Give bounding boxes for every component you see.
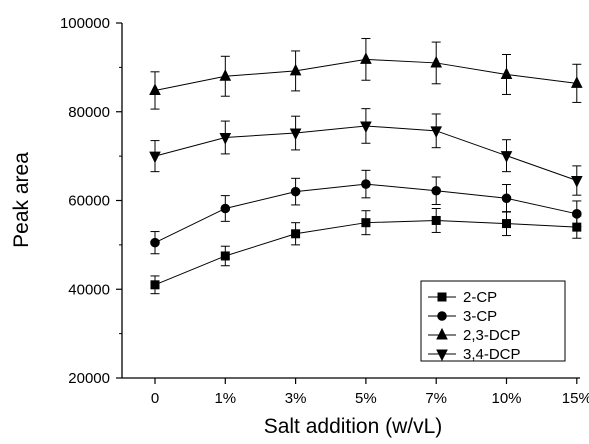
legend-marker — [436, 349, 448, 362]
x-tick-label: 3% — [285, 390, 307, 407]
legend: 2-CP 3-CP 2,3-DCP 3,4-DCP — [420, 280, 566, 363]
series-2-3-dcp — [149, 38, 583, 110]
data-point — [572, 209, 582, 219]
series-3-cp — [150, 169, 582, 255]
data-point — [361, 218, 371, 228]
legend-item: 3,4-DCP — [428, 346, 521, 363]
data-point — [220, 251, 230, 261]
data-point — [289, 128, 302, 141]
y-axis-title: Peak area — [10, 152, 33, 248]
y-tick-label: 20000 — [68, 370, 110, 387]
data-point — [431, 185, 442, 196]
legend-item: 2-CP — [428, 289, 497, 306]
data-point — [219, 69, 232, 81]
data-point — [500, 151, 513, 163]
data-point — [149, 151, 161, 164]
y-axis-ticks: 20000 40000 60000 80000 100000 — [60, 15, 122, 387]
data-point — [431, 215, 441, 225]
data-point — [150, 237, 160, 248]
data-point — [149, 83, 161, 95]
legend-marker — [437, 311, 447, 321]
x-tick-label: 15% — [562, 390, 589, 407]
legend-items: 2-CP 3-CP 2,3-DCP 3,4-DCP — [428, 289, 521, 363]
legend-label: 3-CP — [463, 308, 497, 325]
data-point — [150, 280, 160, 290]
data-point — [430, 126, 443, 138]
x-tick-label: 0 — [151, 390, 159, 407]
data-point — [502, 219, 511, 229]
data-point — [291, 229, 301, 239]
data-point — [500, 67, 513, 79]
legend-item: 3-CP — [428, 308, 497, 325]
data-point — [360, 121, 372, 134]
x-axis-title: Salt addition (w/vL) — [264, 415, 443, 438]
data-point — [570, 76, 583, 88]
data-point — [219, 132, 232, 145]
x-axis-ticks: 0 1% 3% 5% 7% 10% 15% — [151, 378, 589, 407]
y-tick-label: 60000 — [68, 193, 110, 210]
y-tick-label: 40000 — [68, 281, 110, 298]
legend-label: 2,3-DCP — [463, 327, 521, 344]
data-point — [289, 63, 302, 76]
data-point — [361, 179, 371, 189]
x-tick-label: 5% — [355, 390, 377, 407]
legend-item: 2,3-DCP — [428, 327, 521, 344]
data-point — [570, 176, 583, 188]
data-point — [430, 55, 443, 68]
data-point — [220, 203, 231, 214]
data-point — [501, 193, 512, 204]
legend-marker — [436, 327, 448, 340]
y-tick-label: 100000 — [60, 15, 110, 32]
data-point — [360, 52, 372, 64]
series-3-4-dcp — [149, 108, 583, 196]
legend-label: 3,4-DCP — [463, 346, 521, 363]
legend-marker — [437, 292, 447, 302]
data-point — [290, 186, 301, 197]
x-tick-label: 10% — [491, 390, 521, 407]
x-tick-label: 1% — [214, 390, 236, 407]
x-tick-label: 7% — [425, 390, 447, 407]
legend-label: 2-CP — [463, 289, 497, 306]
series-layer — [149, 38, 583, 295]
y-tick-label: 80000 — [68, 104, 110, 121]
